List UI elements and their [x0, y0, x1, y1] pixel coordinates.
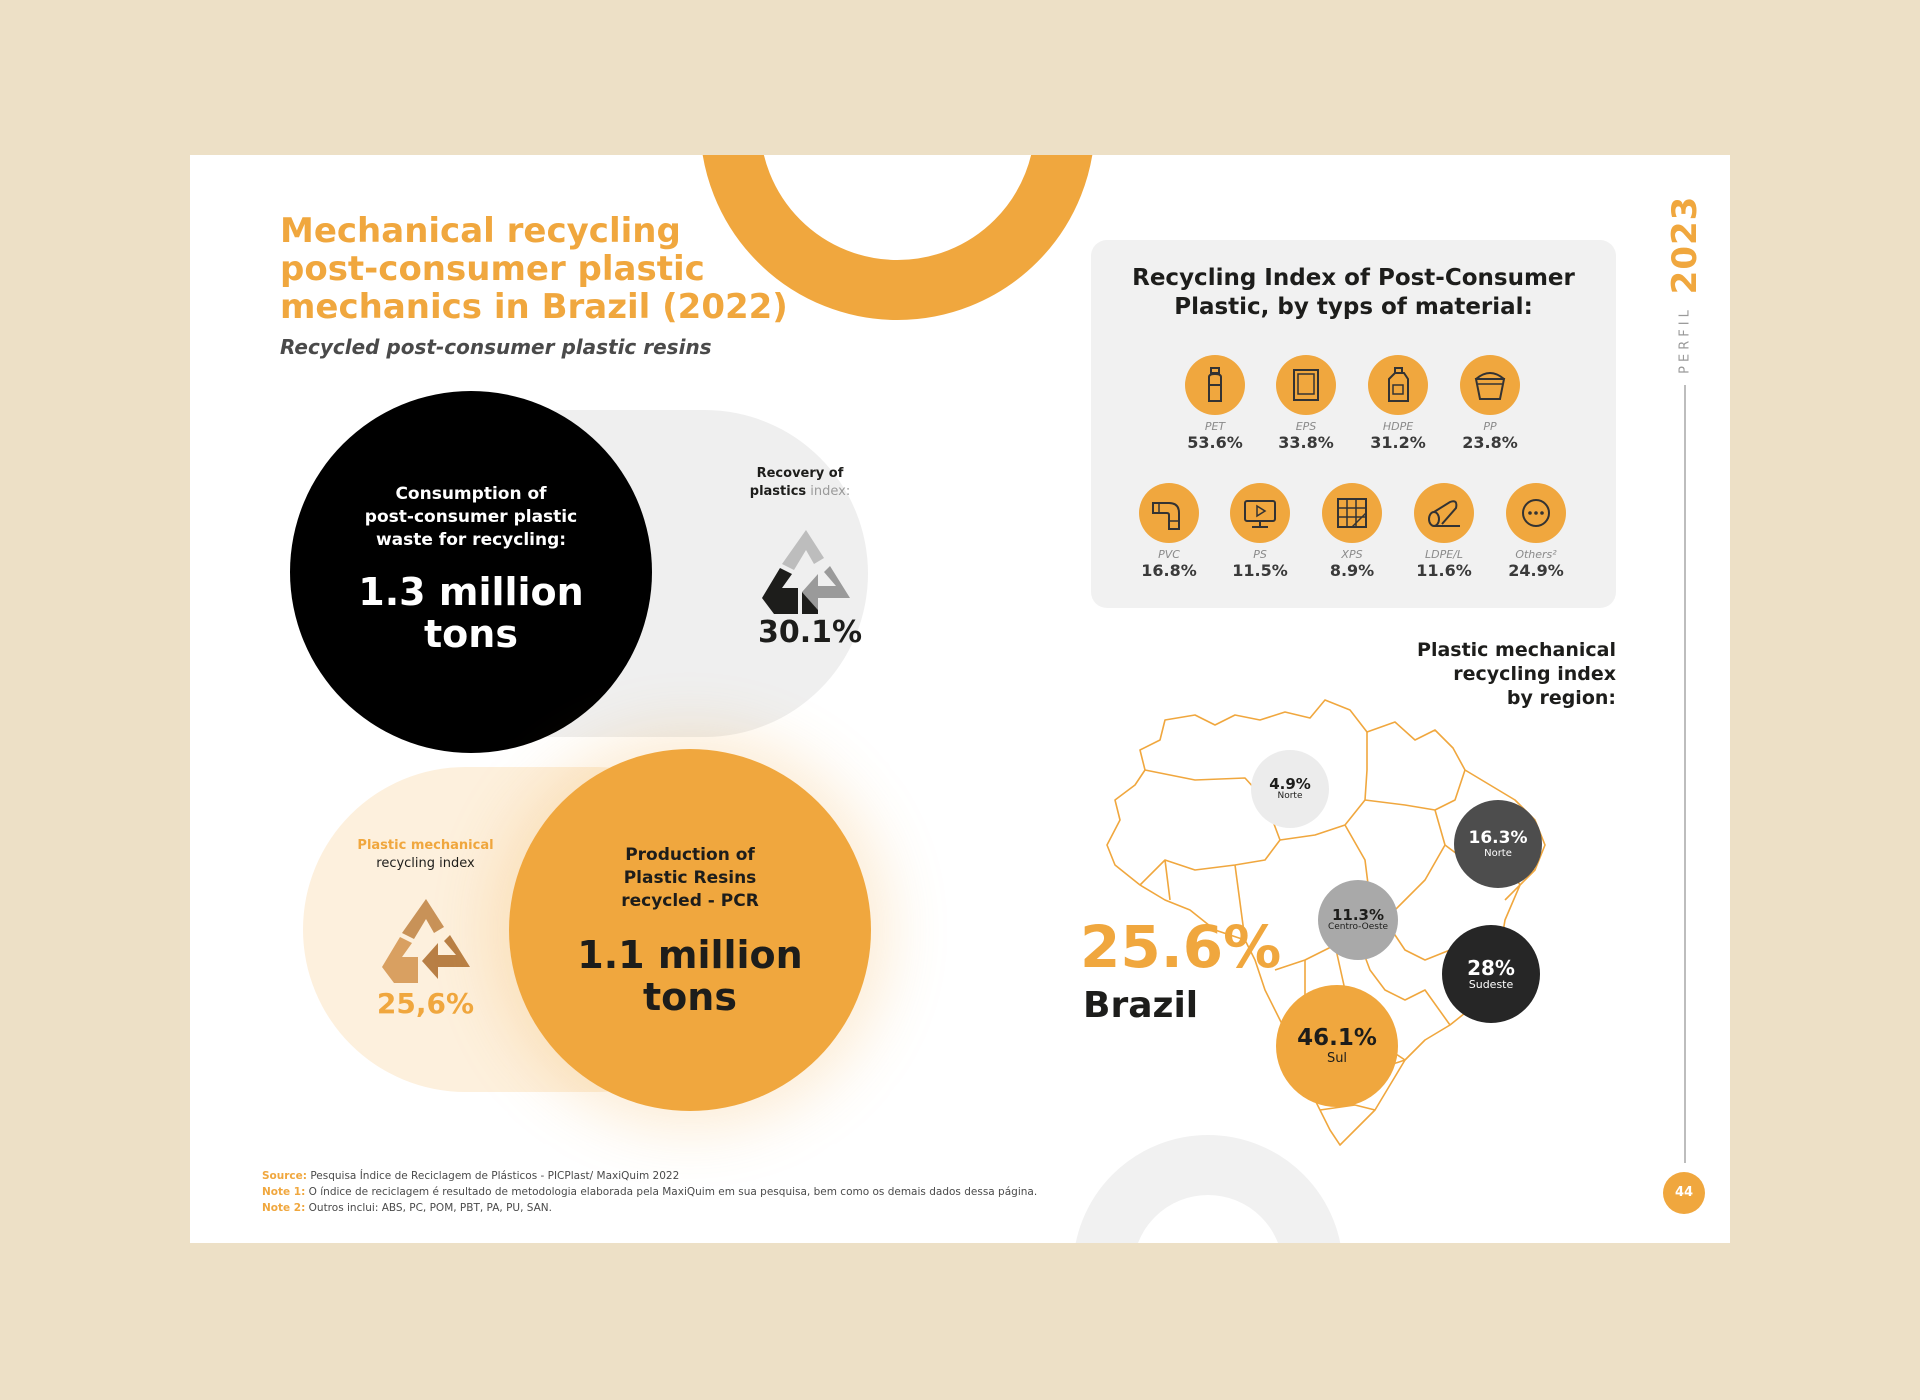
consumption-label: Consumption of post-consumer plastic was…: [364, 484, 578, 550]
recovery-index-label: Recovery of plastics index:: [749, 466, 851, 499]
recycle-icon: [762, 530, 850, 614]
film-roll-icon: [1414, 483, 1474, 543]
material-eps: EPS 33.8%: [1261, 355, 1351, 452]
page-number: 44: [1663, 1172, 1705, 1214]
decorative-ring-bottom: [1073, 1135, 1343, 1243]
material-ldpe: LDPE/L 11.6%: [1399, 483, 1489, 580]
production-value: 1.1 million tons: [577, 933, 803, 1019]
material-pvc: PVC 16.8%: [1124, 483, 1214, 580]
page-subtitle: Recycled post-consumer plastic resins: [280, 335, 712, 359]
jug-icon: [1368, 355, 1428, 415]
year-label: 2023: [1665, 195, 1705, 295]
report-page: 2023 PERFIL 44 Mechanical recycling post…: [190, 155, 1730, 1243]
region-bubble-sudeste: 28% Sudeste: [1442, 925, 1540, 1023]
monitor-icon: [1230, 483, 1290, 543]
bucket-icon: [1460, 355, 1520, 415]
brazil-index-value: 25.6%: [1080, 913, 1282, 981]
pipe-icon: [1139, 483, 1199, 543]
note-2: Note 2: Outros inclui: ABS, PC, POM, PBT…: [262, 1202, 552, 1214]
region-bubble-norte-light: 4.9% Norte: [1251, 750, 1329, 828]
materials-title: Recycling Index of Post-Consumer Plastic…: [1132, 265, 1575, 320]
region-bubble-sul: 46.1% Sul: [1276, 985, 1398, 1107]
region-bubble-norte-dark: 16.3% Norte: [1454, 800, 1542, 888]
material-xps: XPS 8.9%: [1307, 483, 1397, 580]
footnotes: Source: Pesquisa Índice de Reciclagem de…: [262, 1168, 1037, 1216]
perfil-label: PERFIL: [1677, 306, 1693, 374]
recovery-index-value: 30.1%: [757, 615, 863, 650]
consumption-circle: Consumption of post-consumer plastic was…: [290, 391, 652, 753]
side-divider: [1684, 385, 1686, 1163]
material-pet: PET 53.6%: [1170, 355, 1260, 452]
consumption-value: 1.3 million tons: [358, 570, 584, 656]
foam-box-icon: [1276, 355, 1336, 415]
brazil-label: Brazil: [1083, 985, 1199, 1026]
page-title: Mechanical recycling post-consumer plast…: [280, 211, 788, 327]
material-ps: PS 11.5%: [1215, 483, 1305, 580]
region-bubble-centro-oeste: 11.3% Centro-Oeste: [1318, 880, 1398, 960]
material-others: Others² 24.9%: [1491, 483, 1581, 580]
bottle-icon: [1185, 355, 1245, 415]
material-pp: PP 23.8%: [1445, 355, 1535, 452]
source-note: Source: Pesquisa Índice de Reciclagem de…: [262, 1170, 680, 1182]
mechanical-index-value: 25,6%: [376, 987, 475, 1020]
material-hdpe: HDPE 31.2%: [1353, 355, 1443, 452]
region-title: Plastic mechanical recycling index by re…: [1417, 639, 1616, 709]
mechanical-index-label: Plastic mechanical recycling index: [357, 838, 494, 871]
materials-panel: Recycling Index of Post-Consumer Plastic…: [1091, 240, 1616, 608]
note-1: Note 1: O índice de reciclagem é resulta…: [262, 1186, 1038, 1198]
production-label: Production of Plastic Resins recycled - …: [621, 845, 759, 911]
production-circle: Production of Plastic Resins recycled - …: [509, 749, 871, 1111]
recycle-icon: [382, 899, 470, 983]
insulation-panel-icon: [1322, 483, 1382, 543]
more-icon: [1506, 483, 1566, 543]
